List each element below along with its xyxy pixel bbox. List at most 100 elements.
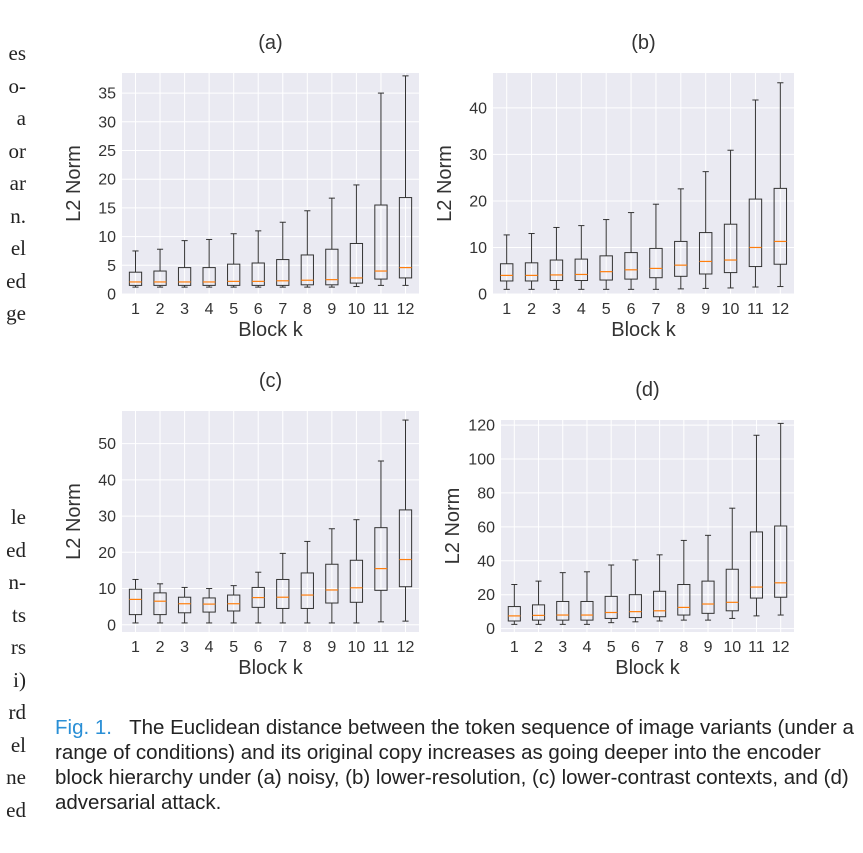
x-tick-label: 10	[348, 301, 366, 318]
plot-area	[122, 411, 419, 632]
box	[276, 578, 290, 609]
x-tick-label: 8	[679, 639, 688, 656]
y-tick-label: 5	[107, 258, 116, 275]
box-block-11	[749, 434, 764, 617]
box	[507, 606, 521, 622]
x-tick-label: 12	[772, 639, 790, 656]
left-column-text-fragments-bottom: le ed n-ts rs i) rd el ne ed	[0, 501, 26, 826]
x-tick-label: 2	[156, 639, 165, 656]
box	[374, 527, 388, 591]
x-tick-label: 7	[278, 639, 287, 656]
left-text-fragment: rd	[8, 700, 27, 724]
left-text-fragment: el	[10, 236, 26, 260]
left-text-fragment: es	[8, 41, 27, 65]
box-block-2	[153, 248, 167, 288]
x-tick-label: 8	[676, 301, 685, 318]
box	[300, 572, 314, 609]
box	[653, 590, 667, 618]
box	[628, 594, 642, 619]
x-tick-label: 1	[131, 301, 140, 318]
box-block-2	[524, 233, 539, 290]
x-tick-label: 9	[327, 301, 336, 318]
x-tick-label: 6	[627, 301, 636, 318]
box-block-6	[628, 559, 642, 623]
box-block-8	[674, 188, 688, 290]
x-tick-label: 3	[180, 301, 189, 318]
box	[227, 594, 241, 612]
box	[349, 242, 364, 284]
box-block-7	[276, 552, 290, 624]
x-tick-label: 7	[655, 639, 664, 656]
box-block-12	[398, 419, 413, 622]
x-tick-label: 7	[278, 301, 287, 318]
left-text-fragment: le	[10, 505, 26, 529]
box	[773, 187, 788, 265]
x-tick-label: 4	[583, 639, 592, 656]
box	[398, 509, 413, 588]
left-text-fragment: n-	[8, 570, 27, 594]
y-tick-label: 100	[468, 452, 495, 469]
box-block-1	[507, 584, 521, 625]
left-text-fragment: ed	[6, 537, 26, 562]
left-text-fragment: ne	[6, 765, 26, 789]
x-axis-label: Block k	[238, 319, 303, 341]
x-tick-label: 5	[602, 301, 611, 318]
y-tick-label: 10	[98, 581, 116, 598]
x-tick-label: 12	[771, 301, 789, 318]
box	[674, 240, 688, 277]
left-text-fragment: a	[16, 106, 26, 130]
x-tick-label: 6	[254, 301, 263, 318]
left-text-fragment: el	[10, 732, 26, 757]
panel-title: (b)	[631, 32, 655, 54]
left-text-fragment: ed	[6, 268, 26, 293]
box-block-3	[549, 226, 564, 290]
x-tick-label: 6	[254, 639, 263, 656]
y-tick-label: 120	[468, 418, 495, 435]
box	[398, 197, 413, 279]
box-block-7	[276, 221, 290, 288]
left-text-fragment: i)	[13, 667, 26, 692]
box	[723, 223, 738, 274]
x-tick-label: 5	[607, 639, 616, 656]
x-tick-label: 10	[723, 639, 741, 656]
box-block-1	[499, 234, 514, 290]
x-tick-label: 3	[180, 639, 189, 656]
y-tick-label: 20	[477, 587, 495, 604]
left-text-fragment: ts	[11, 602, 26, 627]
box	[624, 252, 638, 280]
x-tick-label: 5	[229, 639, 238, 656]
box-block-9	[701, 534, 715, 621]
y-tick-label: 60	[477, 519, 495, 536]
box	[574, 258, 589, 282]
box-block-7	[649, 203, 663, 290]
box-block-5	[227, 233, 241, 288]
y-tick-label: 20	[98, 172, 116, 189]
box	[701, 580, 715, 614]
left-text-fragment: ed	[6, 797, 26, 822]
box	[774, 525, 788, 598]
x-tick-label: 8	[303, 639, 312, 656]
box	[325, 248, 339, 286]
y-axis-label: L2 Norm	[434, 145, 456, 222]
x-tick-label: 2	[156, 301, 165, 318]
box-block-5	[227, 585, 241, 624]
y-axis-label: L2 Norm	[442, 488, 464, 565]
box-block-11	[374, 92, 388, 286]
box	[524, 262, 539, 282]
box	[604, 595, 618, 619]
figure-label: Fig. 1.	[55, 716, 112, 739]
x-tick-label: 9	[701, 301, 710, 318]
y-tick-label: 0	[478, 287, 487, 304]
box	[202, 597, 216, 613]
box-block-3	[177, 240, 192, 288]
x-tick-label: 1	[502, 301, 511, 318]
plot-area	[122, 73, 419, 294]
x-tick-label: 10	[722, 301, 740, 318]
box	[749, 531, 764, 599]
y-tick-label: 30	[469, 147, 487, 164]
box	[153, 270, 167, 286]
x-tick-label: 11	[748, 639, 765, 656]
y-tick-label: 50	[98, 436, 116, 453]
box-block-2	[531, 580, 546, 625]
x-tick-label: 2	[534, 639, 543, 656]
